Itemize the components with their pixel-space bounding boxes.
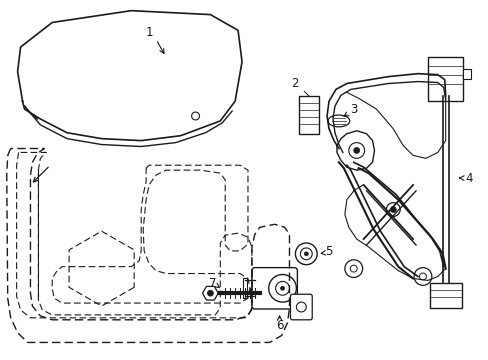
Circle shape (304, 252, 307, 256)
FancyBboxPatch shape (251, 267, 297, 309)
Bar (299, 96, 319, 134)
Text: 2: 2 (290, 77, 298, 90)
Circle shape (353, 148, 359, 153)
Text: 3: 3 (349, 103, 357, 116)
Bar (429, 283, 461, 308)
Bar (427, 57, 463, 101)
Circle shape (207, 290, 213, 296)
Text: 5: 5 (325, 246, 332, 258)
Circle shape (280, 286, 284, 290)
FancyBboxPatch shape (290, 294, 311, 320)
Bar (463, 69, 470, 78)
Text: 4: 4 (465, 171, 472, 185)
Text: 1: 1 (145, 26, 153, 39)
Bar (243, 278, 246, 298)
Text: 7: 7 (208, 277, 216, 290)
Circle shape (389, 207, 395, 212)
Text: 6: 6 (275, 319, 283, 332)
Ellipse shape (327, 115, 349, 127)
